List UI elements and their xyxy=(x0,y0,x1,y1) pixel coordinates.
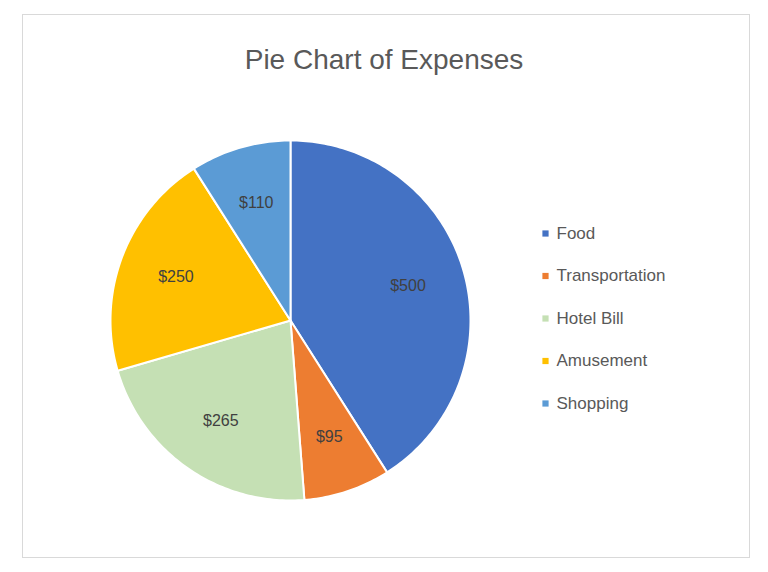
svg-text:Transportation: Transportation xyxy=(557,266,666,285)
svg-text:Amusement: Amusement xyxy=(557,351,648,370)
svg-text:$500: $500 xyxy=(390,277,426,294)
svg-text:Shopping: Shopping xyxy=(557,394,629,413)
svg-text:Hotel Bill: Hotel Bill xyxy=(557,309,624,328)
svg-text:$95: $95 xyxy=(316,428,343,445)
svg-text:$250: $250 xyxy=(158,268,194,285)
svg-text:Food: Food xyxy=(557,224,596,243)
svg-text:$110: $110 xyxy=(239,194,274,211)
html-text:Pie Chart of Expenses: Pie Chart of Expenses xyxy=(244,44,524,75)
svg-text:$265: $265 xyxy=(203,412,239,429)
